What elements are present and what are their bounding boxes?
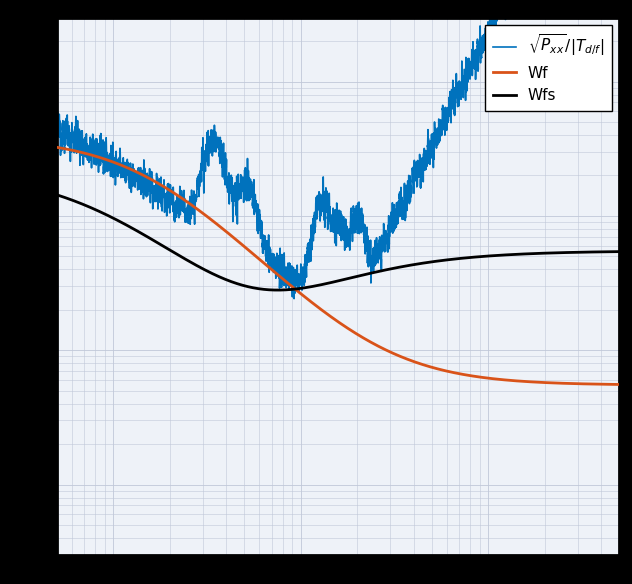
Wfs (274, 287, 281, 294)
Wfs (516, 251, 523, 258)
Wf (516, 378, 523, 385)
$\sqrt{P_{xx}}/|T_{d/f}|$ (290, 295, 298, 302)
Wf (391, 350, 398, 357)
Wf (419, 361, 427, 368)
Legend: $\sqrt{P_{xx}}/|T_{d/f}|$, Wf, Wfs: $\sqrt{P_{xx}}/|T_{d/f}|$, Wf, Wfs (485, 25, 612, 111)
Wfs (268, 286, 276, 293)
Line: Wf: Wf (57, 147, 619, 384)
Wf (616, 381, 623, 388)
Wfs (616, 248, 623, 255)
Line: $\sqrt{P_{xx}}/|T_{d/f}|$: $\sqrt{P_{xx}}/|T_{d/f}|$ (57, 0, 619, 298)
$\sqrt{P_{xx}}/|T_{d/f}|$ (53, 124, 61, 131)
Wfs (419, 260, 427, 267)
$\sqrt{P_{xx}}/|T_{d/f}|$ (268, 255, 276, 262)
Wfs (155, 240, 163, 247)
$\sqrt{P_{xx}}/|T_{d/f}|$ (419, 157, 427, 164)
Wfs (473, 253, 480, 260)
Wf (268, 266, 276, 273)
Wfs (53, 192, 61, 199)
$\sqrt{P_{xx}}/|T_{d/f}|$ (155, 192, 163, 199)
Wf (473, 373, 480, 380)
Line: Wfs: Wfs (57, 195, 619, 290)
Wfs (391, 265, 398, 272)
Wf (155, 180, 163, 187)
$\sqrt{P_{xx}}/|T_{d/f}|$ (391, 201, 398, 208)
$\sqrt{P_{xx}}/|T_{d/f}|$ (473, 55, 480, 62)
Wf (53, 144, 61, 151)
